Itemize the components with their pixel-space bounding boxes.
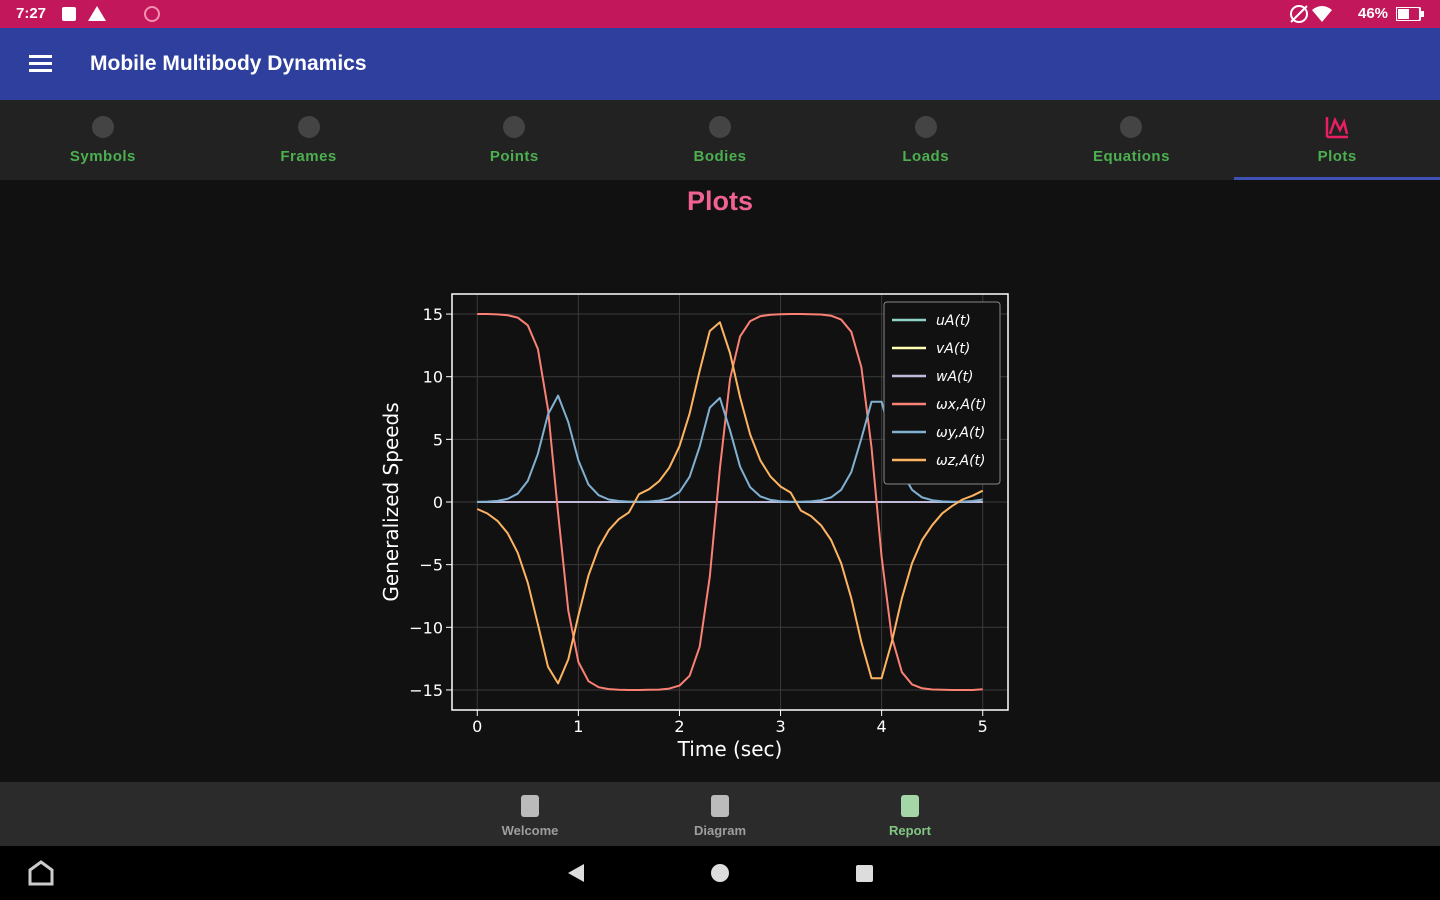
y-tick-label: −10 xyxy=(409,618,443,637)
icon-shape xyxy=(521,795,539,817)
tab-label: Frames xyxy=(280,148,337,165)
tab-label: Points xyxy=(489,148,539,165)
content: Plots −15 −10 −5 0 5 10 15 0 1 2 3 4 5 Time (sec) Gene… xyxy=(0,180,1440,782)
tab-icon xyxy=(1120,116,1143,138)
x-tick-label: 5 xyxy=(978,717,988,736)
tab-label: Bodies xyxy=(693,148,747,165)
legend-label: ωy,A(t) xyxy=(936,425,985,441)
icon-shape xyxy=(711,795,729,817)
tab-icon xyxy=(1325,116,1349,139)
tab-icon xyxy=(503,116,526,138)
bottom-nav-label: Diagram xyxy=(693,823,747,838)
app-title: Mobile Multibody Dynamics xyxy=(90,52,367,75)
tab[interactable]: Loads xyxy=(823,100,1029,180)
tab-label: Loads xyxy=(902,148,950,165)
y-tick-label: −5 xyxy=(419,556,443,575)
x-tick-label: 2 xyxy=(674,717,684,736)
y-tick-label: 0 xyxy=(433,493,443,512)
system-nav xyxy=(0,846,1440,900)
tab-label: Equations xyxy=(1092,148,1170,165)
battery-level: 46% xyxy=(1358,5,1389,22)
x-tick-label: 1 xyxy=(573,717,583,736)
legend-label: ωx,A(t) xyxy=(936,397,986,413)
legend-label: ωz,A(t) xyxy=(936,453,986,469)
x-tick-label: 3 xyxy=(775,717,785,736)
icon-shape xyxy=(709,116,732,138)
x-tick-label: 4 xyxy=(877,717,887,736)
y-tick-label: 10 xyxy=(423,368,443,387)
home-button[interactable] xyxy=(711,864,729,882)
status-time: 7:27 xyxy=(16,5,47,22)
status-icons xyxy=(62,6,160,22)
tab-icon xyxy=(91,116,114,138)
series-line xyxy=(477,313,983,691)
icon-shape xyxy=(297,116,320,138)
status-icons-right xyxy=(1290,5,1332,23)
icon-shape xyxy=(1325,116,1349,139)
bottom-nav-label: Welcome xyxy=(501,823,559,838)
x-tick-label: 0 xyxy=(472,717,482,736)
battery-icon xyxy=(1396,7,1424,21)
tab-icon xyxy=(297,116,320,138)
tab-bar: Symbols Frames Points Bodies Loads Equations P… xyxy=(0,100,1440,180)
tab-icon xyxy=(914,116,937,138)
home-assistant[interactable] xyxy=(28,860,54,886)
tab-label: Symbols xyxy=(69,148,136,165)
chart: −15 −10 −5 0 5 10 15 0 1 2 3 4 5 Time (sec) Generalize… xyxy=(379,293,1009,761)
bottom-nav-icon xyxy=(711,795,729,817)
tab[interactable]: Symbols xyxy=(0,100,206,180)
tab-icon xyxy=(709,116,732,138)
icon-shape xyxy=(91,116,114,138)
y-tick-label: 15 xyxy=(423,305,443,324)
y-axis-label: Generalized Speeds xyxy=(379,402,403,601)
x-axis-label: Time (sec) xyxy=(677,737,783,761)
tab[interactable]: Equations xyxy=(1029,100,1235,180)
page-title: Plots xyxy=(686,186,753,216)
tab[interactable]: Plots xyxy=(1234,100,1440,180)
tab[interactable]: Frames xyxy=(206,100,412,180)
tab[interactable]: Points xyxy=(411,100,617,180)
system-nav-icons xyxy=(28,860,873,886)
icon-shape xyxy=(914,116,937,138)
recents-button[interactable] xyxy=(856,865,873,882)
legend-label: uA(t) xyxy=(936,313,971,329)
legend-label: vA(t) xyxy=(936,341,970,357)
icon-shape xyxy=(1120,116,1143,138)
bottom-nav-label: Report xyxy=(889,823,931,838)
legend-label: wA(t) xyxy=(936,369,973,385)
bottom-nav-icon xyxy=(521,795,539,817)
icon-shape xyxy=(503,116,526,138)
menu-button[interactable] xyxy=(29,53,53,73)
bottom-nav-icon xyxy=(901,795,919,817)
series-line xyxy=(476,321,984,685)
axes-frame xyxy=(451,293,1009,711)
status-bar: 7:27 46% xyxy=(0,0,1440,28)
icon-shape xyxy=(901,795,919,817)
tab-label: Plots xyxy=(1317,148,1357,165)
tab[interactable]: Bodies xyxy=(617,100,823,180)
back-button[interactable] xyxy=(568,864,584,882)
app-bar: Mobile Multibody Dynamics xyxy=(0,28,1440,100)
y-tick-label: −15 xyxy=(409,681,443,700)
y-tick-label: 5 xyxy=(433,430,443,449)
bottom-nav: Welcome Diagram Report xyxy=(0,782,1440,846)
